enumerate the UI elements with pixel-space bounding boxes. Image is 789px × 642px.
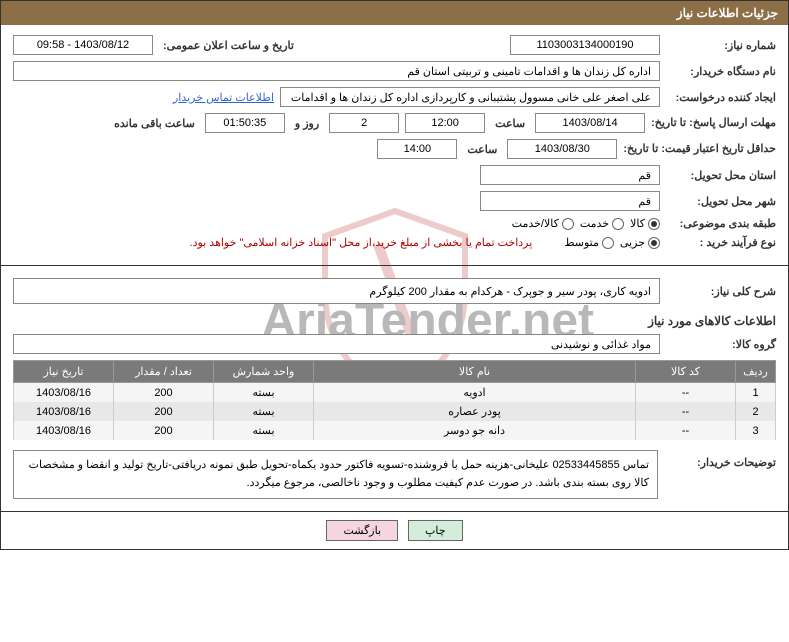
deadline-label: مهلت ارسال پاسخ: تا تاریخ: — [651, 116, 776, 130]
summary-label: شرح کلی نیاز: — [666, 285, 776, 298]
th-code: کد کالا — [636, 361, 736, 383]
announce-value: 1403/08/12 - 09:58 — [13, 35, 153, 55]
table-row: 2--پودر عصارهبسته2001403/08/16 — [14, 402, 776, 421]
cell-qty: 200 — [114, 402, 214, 421]
th-row: ردیف — [736, 361, 776, 383]
cell-qty: 200 — [114, 421, 214, 440]
cell-n: 3 — [736, 421, 776, 440]
th-name: نام کالا — [314, 361, 636, 383]
province: قم — [480, 165, 660, 185]
need-number-label: شماره نیاز: — [666, 39, 776, 52]
validity-time: 14:00 — [377, 139, 457, 159]
cell-name: دانه جو دوسر — [314, 421, 636, 440]
radio-small[interactable] — [648, 237, 660, 249]
goods-group: مواد غذائی و نوشیدنی — [13, 334, 660, 354]
time-label-1: ساعت — [491, 117, 529, 130]
goods-table: ردیف کد کالا نام کالا واحد شمارش تعداد /… — [13, 360, 776, 440]
city-label: شهر محل تحویل: — [666, 195, 776, 208]
buyer-desc-label: توضیحات خریدار: — [666, 450, 776, 469]
radio-service-label: خدمت — [580, 217, 609, 230]
cell-unit: بسته — [214, 383, 314, 403]
cell-date: 1403/08/16 — [14, 402, 114, 421]
cell-name: ادویه — [314, 383, 636, 403]
cell-date: 1403/08/16 — [14, 421, 114, 440]
cell-code: -- — [636, 402, 736, 421]
table-row: 3--دانه جو دوسربسته2001403/08/16 — [14, 421, 776, 440]
radio-small-label: جزیی — [620, 236, 645, 249]
days-and: روز و — [291, 117, 323, 130]
requester-label: ایجاد کننده درخواست: — [666, 91, 776, 104]
radio-both-label: کالا/خدمت — [512, 217, 559, 230]
cell-unit: بسته — [214, 421, 314, 440]
buyer-contact-link[interactable]: اطلاعات تماس خریدار — [173, 91, 274, 104]
city: قم — [480, 191, 660, 211]
buyer-desc: تماس 02533445855 علیخانی-هزینه حمل با فر… — [13, 450, 658, 499]
cell-qty: 200 — [114, 383, 214, 403]
print-button[interactable]: چاپ — [408, 520, 463, 541]
remaining-label: ساعت باقی مانده — [110, 117, 199, 130]
countdown: 01:50:35 — [205, 113, 285, 133]
buyer-org: اداره کل زندان ها و اقدامات تامینی و ترب… — [13, 61, 660, 81]
cell-unit: بسته — [214, 402, 314, 421]
th-qty: تعداد / مقدار — [114, 361, 214, 383]
panel-header: جزئیات اطلاعات نیاز — [1, 1, 788, 25]
radio-goods-label: کالا — [630, 217, 645, 230]
payment-note: پرداخت تمام یا بخشی از مبلغ خرید،از محل … — [190, 236, 533, 249]
radio-medium[interactable] — [602, 237, 614, 249]
days-count: 2 — [329, 113, 399, 133]
summary: ادویه کاری، پودر سیر و جوپرک - هرکدام به… — [13, 278, 660, 304]
cell-name: پودر عصاره — [314, 402, 636, 421]
radio-medium-label: متوسط — [564, 236, 599, 249]
radio-both[interactable] — [562, 218, 574, 230]
cell-code: -- — [636, 383, 736, 403]
cell-code: -- — [636, 421, 736, 440]
cell-n: 2 — [736, 402, 776, 421]
deadline-date: 1403/08/14 — [535, 113, 645, 133]
goods-section-title: اطلاعات کالاهای مورد نیاز — [13, 314, 776, 328]
th-date: تاریخ نیاز — [14, 361, 114, 383]
cell-n: 1 — [736, 383, 776, 403]
deadline-time: 12:00 — [405, 113, 485, 133]
cell-date: 1403/08/16 — [14, 383, 114, 403]
need-number: 1103003134000190 — [510, 35, 660, 55]
province-label: استان محل تحویل: — [666, 169, 776, 182]
radio-goods[interactable] — [648, 218, 660, 230]
goods-group-label: گروه کالا: — [666, 338, 776, 351]
category-label: طبقه بندی موضوعی: — [666, 217, 776, 230]
buyer-org-label: نام دستگاه خریدار: — [666, 65, 776, 78]
back-button[interactable]: بازگشت — [326, 520, 398, 541]
validity-label: حداقل تاریخ اعتبار قیمت: تا تاریخ: — [623, 142, 776, 156]
validity-date: 1403/08/30 — [507, 139, 617, 159]
process-label: نوع فرآیند خرید : — [666, 236, 776, 249]
requester: علی اصغر علی خانی مسوول پشتیبانی و کارپر… — [280, 87, 660, 107]
time-label-2: ساعت — [463, 143, 501, 156]
th-unit: واحد شمارش — [214, 361, 314, 383]
announce-label: تاریخ و ساعت اعلان عمومی: — [159, 39, 298, 52]
table-row: 1--ادویهبسته2001403/08/16 — [14, 383, 776, 403]
radio-service[interactable] — [612, 218, 624, 230]
